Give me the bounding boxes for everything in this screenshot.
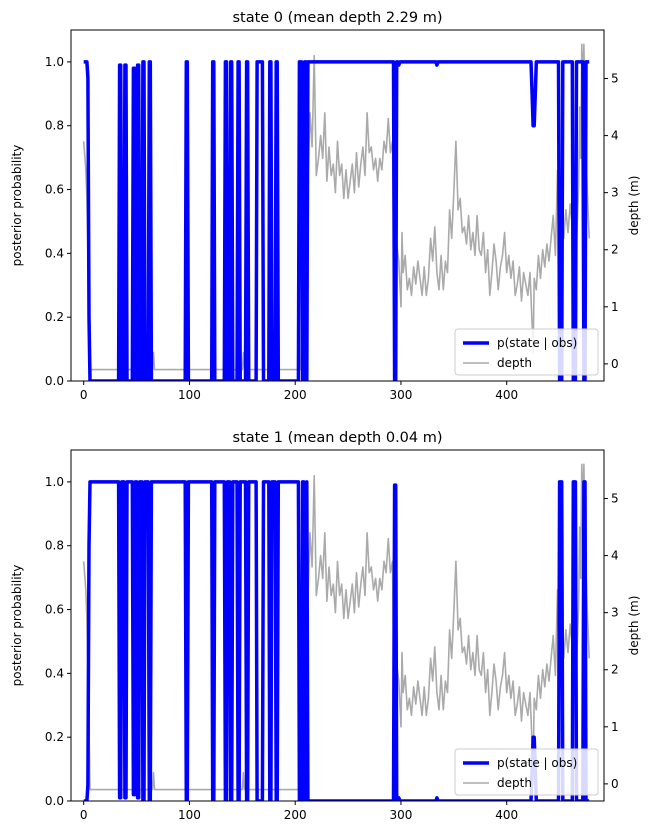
plot-frame [70,29,605,382]
y2-axis-label: depth (m) [627,176,641,236]
x-tick-label: 0 [80,808,88,822]
y-tick-label: 0.6 [45,183,64,197]
depth-series-line [82,43,590,371]
y-tick-label: 1.0 [45,55,64,69]
legend-label: depth [497,356,532,370]
y2-tick-label: 1 [611,720,619,734]
legend-box [454,328,599,376]
y2-tick-label: 4 [611,129,619,143]
y-tick-label: 1.0 [45,475,64,489]
x-tick-label: 400 [495,388,518,402]
y-axis-label: posterior probability [10,565,24,687]
y2-tick-label: 0 [611,357,619,371]
x-tick-label: 300 [389,808,412,822]
y2-tick-label: 0 [611,777,619,791]
legend-label: p(state | obs) [497,336,577,350]
y-axis-label: posterior probability [10,145,24,267]
x-tick-label: 200 [284,808,307,822]
x-tick-label: 400 [495,808,518,822]
x-tick-label: 100 [178,388,201,402]
y-tick-label: 0.8 [45,539,64,553]
probability-series-line [83,60,590,381]
legend-label: p(state | obs) [497,756,577,770]
depth-series-line [82,463,590,791]
legend-label: depth [497,776,532,790]
legend-box [454,748,599,796]
y2-tick-label: 5 [611,72,619,86]
y-tick-label: 0.0 [45,374,64,388]
y2-tick-label: 2 [611,663,619,677]
y-tick-label: 0.4 [45,246,64,260]
y-tick-label: 0.6 [45,603,64,617]
y2-tick-label: 2 [611,243,619,257]
chart-title: state 1 (mean depth 0.04 m) [232,430,442,446]
x-tick-label: 100 [178,808,201,822]
y-tick-label: 0.4 [45,666,64,680]
chart-title: state 0 (mean depth 2.29 m) [232,10,442,26]
y2-tick-label: 1 [611,300,619,314]
y2-tick-label: 3 [611,606,619,620]
y2-tick-label: 5 [611,492,619,506]
y-tick-label: 0.0 [45,794,64,808]
y-tick-label: 0.8 [45,119,64,133]
chart-panel-1: state 1 (mean depth 0.04 m)0 100 200 300 400… [10,430,641,822]
x-tick-label: 0 [80,388,88,402]
y2-tick-label: 3 [611,186,619,200]
y2-tick-label: 4 [611,549,619,563]
chart-panel-0: state 0 (mean depth 2.29 m)0 100 200 300 400… [10,10,641,402]
plot-frame [70,449,605,802]
y-tick-label: 0.2 [45,310,64,324]
x-tick-label: 200 [284,388,307,402]
y-tick-label: 0.2 [45,730,64,744]
x-tick-label: 300 [389,388,412,402]
y2-axis-label: depth (m) [627,596,641,656]
